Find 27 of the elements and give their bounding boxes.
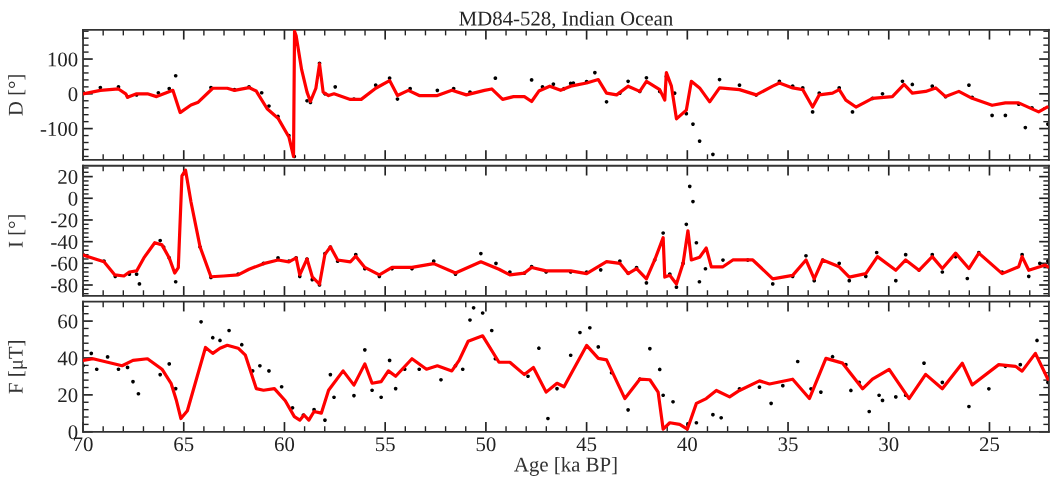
chart-title: MD84-528, Indian Ocean bbox=[459, 10, 673, 29]
y-tick-label: 60 bbox=[58, 314, 78, 329]
x-tick-label: 60 bbox=[274, 437, 295, 452]
x-tick-label: 55 bbox=[375, 437, 395, 452]
y-tick-label: -20 bbox=[51, 213, 78, 228]
y-tick-label: 20 bbox=[58, 169, 78, 185]
y-tick-label: -40 bbox=[51, 235, 78, 250]
x-axis-title: Age [ka BP] bbox=[514, 456, 617, 476]
y-axis-title: D [°] bbox=[8, 75, 26, 116]
x-tick-label: 45 bbox=[576, 437, 597, 452]
y-axis-title: I [°] bbox=[8, 215, 26, 248]
y-tick-label: -60 bbox=[51, 256, 78, 271]
y-tick-label: 40 bbox=[57, 351, 78, 366]
y-tick-label: 20 bbox=[58, 388, 78, 403]
y-tick-label: 0 bbox=[68, 87, 78, 102]
y-axis-title: F [μT] bbox=[8, 341, 28, 394]
x-tick-label: 40 bbox=[677, 437, 697, 452]
y-tick-label: 100 bbox=[48, 52, 78, 67]
x-tick-label: 35 bbox=[778, 437, 798, 452]
y-tick-label: -100 bbox=[40, 121, 78, 137]
x-tick-label: 50 bbox=[476, 437, 496, 452]
x-tick-label: 25 bbox=[979, 437, 1000, 452]
line-series bbox=[83, 29, 1049, 159]
y-tick-label: -80 bbox=[51, 278, 78, 293]
y-tick-label: 0 bbox=[68, 191, 78, 206]
x-tick-label: 30 bbox=[879, 437, 899, 452]
x-tick-label: 65 bbox=[174, 437, 194, 452]
